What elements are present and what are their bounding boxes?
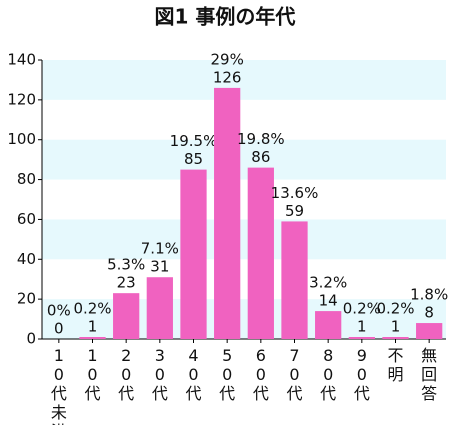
y-tick-label: 80: [17, 170, 36, 188]
bar: [79, 337, 106, 339]
value-label: 86: [251, 148, 270, 166]
background-band: [42, 219, 446, 260]
percent-label: 0%: [47, 302, 71, 320]
percent-label: 5.3%: [107, 256, 145, 274]
bar: [180, 169, 207, 339]
percent-label: 0.2%: [376, 300, 414, 318]
percent-label: 13.6%: [271, 184, 319, 202]
percent-label: 0.2%: [343, 300, 381, 318]
percent-label: 0.2%: [73, 300, 111, 318]
value-label: 59: [285, 202, 304, 220]
value-label: 23: [117, 274, 136, 292]
x-tick-label: 90代: [353, 346, 370, 403]
value-label: 8: [424, 304, 434, 322]
x-tick-label: 50代: [219, 346, 236, 403]
x-tick-label: 10代未満: [50, 346, 67, 425]
x-tick-label: 60代: [252, 346, 269, 403]
bar: [214, 87, 241, 340]
percent-label: 29%: [210, 50, 243, 68]
x-tick-label: 10代: [84, 346, 101, 403]
value-label: 0: [54, 320, 64, 338]
background-band: [42, 299, 446, 339]
bar: [113, 293, 140, 339]
y-tick-label: 20: [17, 290, 36, 308]
y-tick-label: 120: [7, 90, 36, 108]
percent-label: 3.2%: [309, 274, 347, 292]
bar: [281, 221, 308, 339]
y-tick-label: 60: [17, 210, 36, 228]
background-band: [42, 60, 446, 100]
x-tick-label: 20代: [118, 346, 135, 403]
chart-title: 図1 事例の年代: [155, 5, 296, 29]
x-tick-label: 無回答: [421, 346, 438, 403]
value-label: 14: [319, 292, 338, 310]
bar: [382, 337, 409, 339]
x-tick-label: 80代: [320, 346, 337, 403]
value-label: 31: [150, 258, 169, 276]
y-tick-label: 100: [7, 130, 36, 148]
bar: [146, 277, 173, 339]
value-label: 1: [88, 318, 98, 336]
x-tick-label: 40代: [185, 346, 202, 403]
bar: [416, 323, 443, 339]
y-tick-label: 40: [17, 250, 36, 268]
percent-label: 1.8%: [410, 286, 448, 304]
value-label: 1: [357, 318, 367, 336]
y-tick-label: 140: [7, 51, 36, 69]
value-label: 85: [184, 150, 203, 168]
percent-label: 19.5%: [170, 132, 218, 150]
value-label: 1: [391, 318, 401, 336]
bar: [247, 167, 274, 339]
percent-label: 7.1%: [141, 240, 179, 258]
bar: [348, 337, 375, 339]
y-tick-label: 0: [26, 330, 36, 348]
x-tick-label: 70代: [286, 346, 303, 403]
percent-label: 19.8%: [237, 130, 285, 148]
x-tick-label: 30代: [151, 346, 168, 403]
x-tick-label: 不明: [387, 346, 404, 384]
value-label: 126: [213, 68, 242, 86]
background-band: [42, 139, 446, 180]
bar: [315, 311, 342, 339]
